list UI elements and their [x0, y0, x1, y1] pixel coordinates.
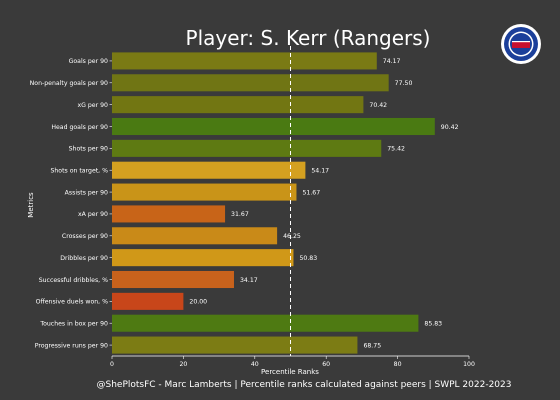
logo-white-stripe	[512, 41, 530, 43]
value-label: 46.25	[283, 233, 301, 240]
category-label: Dribbles per 90	[60, 255, 108, 262]
x-axis-ticks: 0 20 40 60 80 100	[110, 356, 475, 368]
bar	[112, 292, 184, 310]
footer-credit: @ShePlotsFC - Marc Lamberts | Percentile…	[97, 380, 512, 390]
value-label: 51.67	[302, 189, 320, 196]
value-label: 54.17	[311, 168, 329, 175]
bar	[112, 117, 435, 136]
bar	[112, 183, 297, 201]
bar	[112, 96, 364, 114]
category-label: xG per 90	[77, 102, 108, 109]
category-label: Touches in box per 90	[39, 321, 108, 328]
value-label: 50.83	[299, 255, 317, 262]
value-label: 31.67	[231, 211, 249, 218]
bar	[112, 161, 306, 179]
bar	[112, 139, 382, 157]
value-label: 75.42	[387, 146, 405, 153]
value-label: 20.00	[189, 299, 207, 306]
x-tick-label: 100	[463, 361, 475, 368]
category-label: Progressive runs per 90	[35, 342, 108, 349]
category-label: Crosses per 90	[62, 233, 108, 240]
logo-red-band	[512, 41, 530, 48]
category-label: Offensive duels won, %	[36, 299, 109, 306]
category-label: xA per 90	[78, 211, 108, 218]
x-tick-label: 0	[110, 361, 114, 368]
category-label: Non-penalty goals per 90	[30, 80, 108, 87]
x-tick-label: 40	[251, 361, 259, 368]
category-label: Assists per 90	[65, 189, 108, 196]
value-label: 68.75	[363, 342, 381, 349]
category-label: Goals per 90	[69, 58, 108, 65]
bars-group: Goals per 90 74.17 Non-penalty goals per 9…	[30, 52, 459, 354]
bar	[112, 52, 377, 70]
bar	[112, 205, 226, 223]
x-axis-label: Percentile Ranks	[261, 368, 319, 376]
chart-title: Player: S. Kerr (Rangers)	[186, 26, 431, 50]
bar	[112, 74, 389, 92]
y-axis-label: Metrics	[27, 192, 35, 218]
category-label: Shots per 90	[69, 146, 108, 153]
category-label: Successful dribbles, %	[39, 277, 108, 284]
x-tick-label: 80	[394, 361, 402, 368]
category-label: Shots on target, %	[50, 168, 108, 175]
value-label: 90.42	[441, 124, 459, 131]
bar	[112, 270, 234, 289]
bar	[112, 249, 294, 267]
value-label: 34.17	[240, 277, 258, 284]
value-label: 70.42	[369, 102, 387, 109]
bar	[112, 227, 278, 245]
x-tick-label: 20	[179, 361, 187, 368]
x-tick-label: 60	[322, 361, 330, 368]
value-label: 74.17	[383, 58, 401, 65]
bar	[112, 314, 419, 332]
bar	[112, 336, 358, 354]
club-logo	[501, 24, 541, 64]
category-label: Head goals per 90	[51, 124, 108, 131]
value-label: 85.83	[424, 321, 442, 328]
value-label: 77.50	[395, 80, 413, 87]
